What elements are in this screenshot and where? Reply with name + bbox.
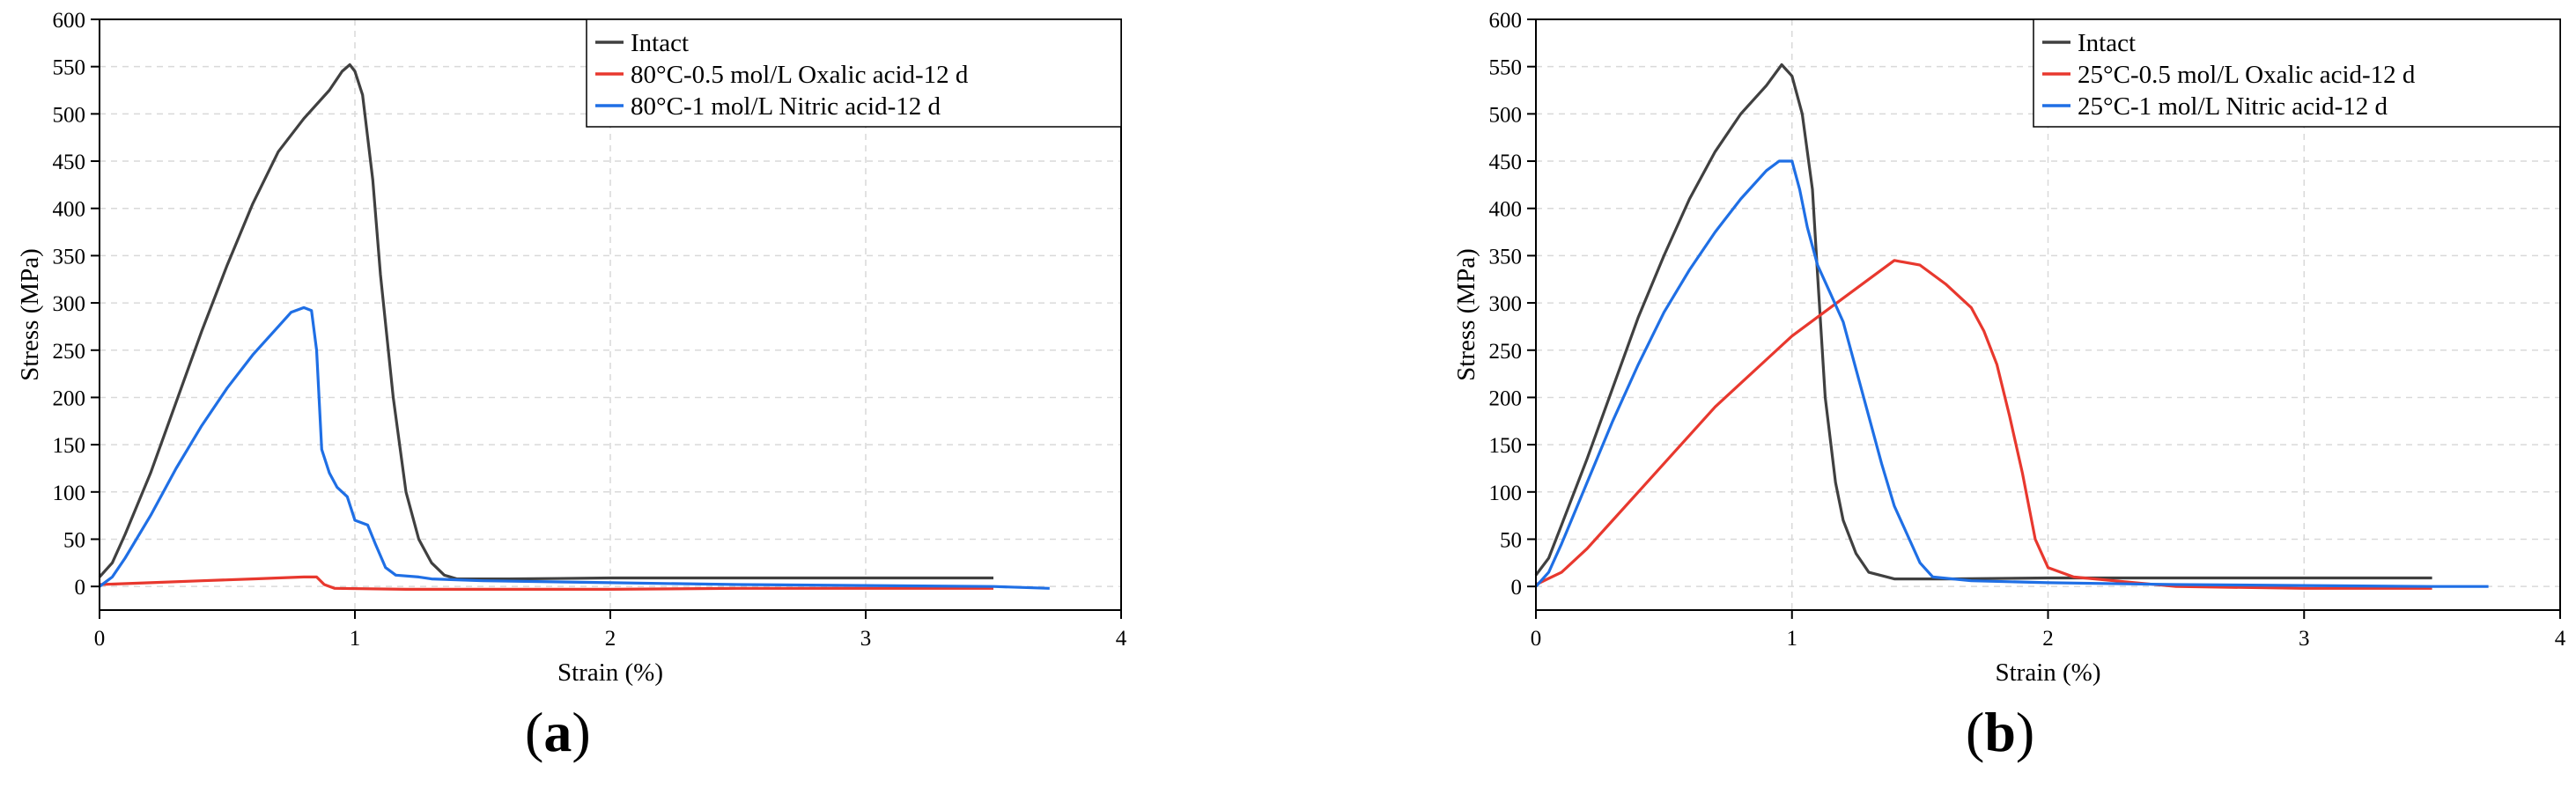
series-line-3 <box>1534 159 2489 588</box>
series-line-2 <box>99 575 993 591</box>
y-tick-label: 100 <box>1489 482 1523 505</box>
legend: Intact 80°C-0.5 mol/L Oxalic acid-12 d 80°… <box>586 18 1122 128</box>
y-tick-label: 400 <box>1489 198 1523 222</box>
x-tick-label: 2 <box>605 627 616 651</box>
y-tick-label: 550 <box>53 56 86 80</box>
y-tick-label: 200 <box>53 386 86 410</box>
panel-label-a: (a) <box>525 701 591 763</box>
chart-panel-b: 0 1 2 3 4 0 50 100 150 200 250 300 350 400 450 500 550 60… <box>1288 0 2575 802</box>
series-line-1 <box>98 63 993 581</box>
series-line-1 <box>1534 63 2432 581</box>
y-tick-label: 50 <box>63 528 85 552</box>
stress-strain-chart-a: 0 1 2 3 4 0 50 100 150 200 250 300 350 400 450 500 550 60… <box>16 9 1127 687</box>
y-tick-label: 150 <box>1489 434 1523 458</box>
x-tick-label: 0 <box>1531 627 1542 651</box>
x-axis-title: Strain (%) <box>1996 659 2101 687</box>
legend-label: 25°C-0.5 mol/L Oxalic acid-12 d <box>2078 61 2416 89</box>
y-tick-label: 150 <box>53 434 86 458</box>
panel-label-b: (b) <box>1966 701 2035 763</box>
legend-box <box>2033 18 2561 128</box>
legend-box <box>586 18 1122 128</box>
x-tick-label: 3 <box>2299 627 2310 651</box>
y-tick-label: 500 <box>1489 103 1523 127</box>
x-tick-label: 2 <box>2042 627 2054 651</box>
y-tick-label: 350 <box>53 245 86 269</box>
y-tick-label: 450 <box>53 151 86 174</box>
y-tick-label: 250 <box>1489 340 1523 364</box>
y-tick-label: 200 <box>1489 386 1523 410</box>
y-tick-label: 100 <box>53 482 86 505</box>
y-tick-label: 600 <box>53 9 86 33</box>
series-line-3 <box>99 305 1050 590</box>
x-tick-label: 4 <box>1116 627 1127 651</box>
x-tick-label: 4 <box>2555 627 2566 651</box>
y-axis-title: Stress (MPa) <box>1452 248 1480 381</box>
legend-label: 25°C-1 mol/L Nitric acid-12 d <box>2078 92 2388 121</box>
legend-label: 80°C-1 mol/L Nitric acid-12 d <box>631 92 941 121</box>
x-tick-label: 1 <box>1787 627 1798 651</box>
legend-label: Intact <box>631 29 689 57</box>
y-tick-label: 600 <box>1489 9 1523 33</box>
x-axis-title: Strain (%) <box>557 659 663 687</box>
x-tick-label: 0 <box>94 627 106 651</box>
y-tick-label: 300 <box>1489 292 1523 316</box>
legend-label: Intact <box>2078 29 2136 57</box>
y-tick-label: 300 <box>53 292 86 316</box>
x-tick-label: 1 <box>350 627 361 651</box>
y-tick-label: 350 <box>1489 245 1523 269</box>
grid <box>1536 19 2560 610</box>
legend: Intact 25°C-0.5 mol/L Oxalic acid-12 d 25°… <box>2033 18 2561 128</box>
y-tick-label: 250 <box>53 340 86 364</box>
y-tick-label: 450 <box>1489 151 1523 174</box>
x-tick-label: 3 <box>860 627 872 651</box>
chart-panel-a: 0 1 2 3 4 0 50 100 150 200 250 300 350 400 450 500 550 60… <box>16 9 1127 763</box>
stress-strain-chart-b: 0 1 2 3 4 0 50 100 150 200 250 300 350 400 450 500 550 60… <box>1452 9 2566 687</box>
y-tick-label: 0 <box>75 576 86 600</box>
y-tick-label: 500 <box>53 103 86 127</box>
y-tick-label: 50 <box>1500 528 1522 552</box>
series-line-2 <box>1535 259 2432 590</box>
legend-label: 80°C-0.5 mol/L Oxalic acid-12 d <box>631 61 969 89</box>
y-tick-label: 550 <box>1489 56 1523 80</box>
y-axis-title: Stress (MPa) <box>16 248 44 381</box>
y-tick-label: 400 <box>53 198 86 222</box>
y-tick-label: 0 <box>1511 576 1523 600</box>
